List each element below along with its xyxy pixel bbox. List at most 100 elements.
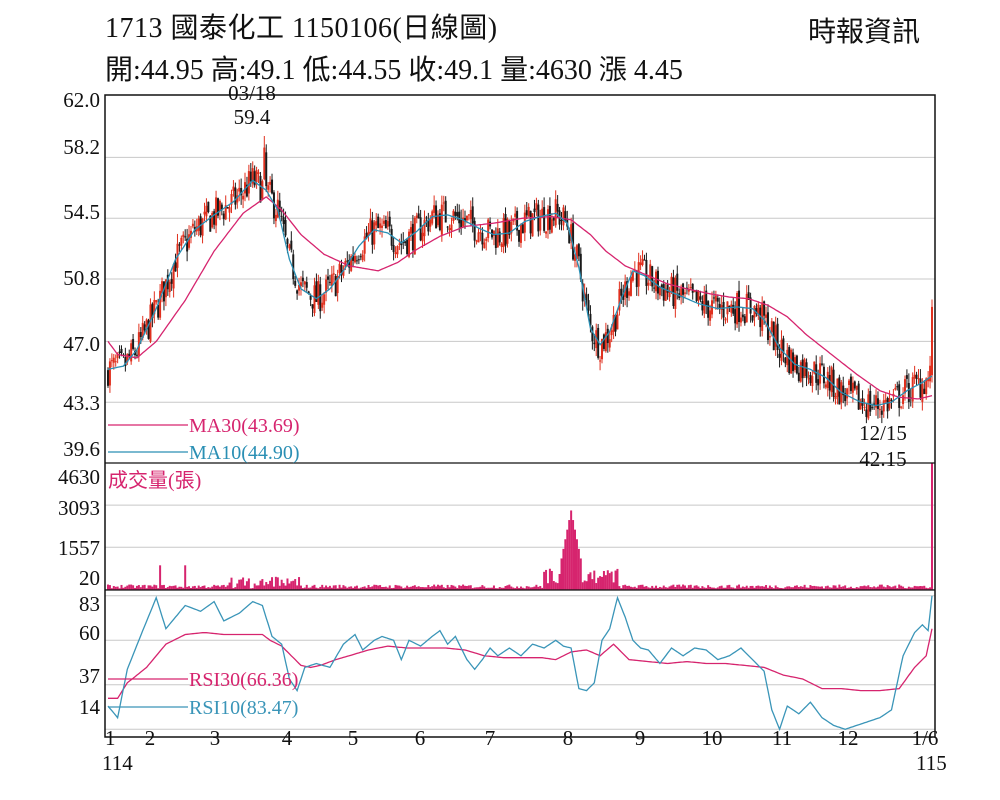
- candle-body: [166, 274, 169, 290]
- volume-bar: [631, 587, 634, 590]
- candle-body: [761, 302, 764, 331]
- volume-bar: [431, 586, 434, 590]
- candle-body: [618, 289, 621, 311]
- volume-bar: [402, 588, 405, 590]
- volume-bar: [409, 586, 412, 590]
- candle-body: [346, 260, 349, 262]
- volume-bar: [218, 586, 221, 590]
- volume-bar: [913, 585, 916, 590]
- candle-body: [388, 216, 391, 227]
- candle-body: [568, 229, 571, 244]
- source-label: 時報資訊: [808, 17, 921, 48]
- rsi-tick: 14: [79, 695, 101, 719]
- volume-bar: [485, 587, 488, 590]
- candle-body: [807, 378, 810, 380]
- volume-bar: [294, 579, 297, 590]
- volume-bar: [676, 584, 679, 590]
- volume-bar: [662, 585, 665, 590]
- candle-body: [143, 324, 146, 331]
- candle-body: [359, 256, 362, 258]
- volume-bar: [751, 585, 754, 590]
- candle-body: [417, 213, 420, 219]
- volume-bar: [795, 585, 798, 590]
- volume-bar: [473, 587, 476, 590]
- volume-bar: [292, 580, 295, 590]
- candle-body: [400, 242, 403, 246]
- x-tick-label: 11: [772, 726, 792, 750]
- volume-bar: [558, 574, 561, 590]
- candle-body: [435, 205, 438, 229]
- volume-bar: [296, 585, 299, 590]
- volume-bar: [849, 586, 852, 590]
- candle-body: [772, 321, 775, 351]
- candle-body: [656, 270, 659, 294]
- candle-body: [269, 181, 272, 185]
- candle-body: [220, 204, 223, 210]
- candle-body: [487, 219, 490, 239]
- candle-body: [724, 318, 727, 321]
- volume-bar: [494, 588, 497, 590]
- candle-body: [865, 409, 868, 417]
- candle-body: [768, 336, 771, 338]
- volume-bar: [265, 582, 268, 590]
- candle-body: [292, 254, 295, 280]
- volume-bar: [728, 584, 731, 590]
- volume-bar: [876, 586, 879, 590]
- candle-body: [423, 219, 426, 237]
- volume-bar: [903, 588, 906, 590]
- volume-bar: [263, 585, 266, 590]
- candle-body: [309, 295, 312, 300]
- candle-body: [398, 243, 401, 245]
- volume-bar: [533, 586, 536, 590]
- volume-bar: [709, 586, 712, 590]
- candle-body: [271, 179, 274, 194]
- rsi-tick: 37: [79, 664, 100, 688]
- candle-body: [251, 168, 254, 184]
- candle-body: [242, 195, 245, 200]
- candle-body: [890, 399, 893, 401]
- candle-body: [508, 221, 511, 235]
- volume-bar: [670, 585, 673, 590]
- candle-body: [531, 213, 534, 237]
- volume-bar: [875, 587, 878, 590]
- candle-body: [502, 218, 505, 248]
- volume-bar: [419, 587, 422, 590]
- candle-body: [433, 205, 436, 213]
- volume-bar: [328, 585, 331, 590]
- candle-body: [462, 217, 465, 227]
- candle-body: [697, 291, 700, 301]
- volume-bar: [157, 588, 160, 590]
- volume-bar: [848, 587, 851, 590]
- volume-bar: [826, 585, 829, 590]
- x-tick-label: 1: [105, 726, 116, 750]
- candle-body: [255, 170, 258, 183]
- volume-bar: [579, 558, 582, 590]
- volume-bar: [413, 585, 416, 590]
- volume-bar: [680, 586, 683, 590]
- volume-bar: [896, 588, 899, 590]
- volume-bar: [701, 586, 704, 590]
- candle-body: [382, 220, 385, 224]
- candle-body: [384, 220, 387, 229]
- candle-body: [247, 171, 250, 194]
- volume-tick: 3093: [58, 496, 100, 520]
- candle-body: [572, 223, 575, 260]
- candle-body: [631, 272, 634, 281]
- candle-body: [157, 304, 160, 318]
- volume-bar: [166, 587, 169, 590]
- candle-body: [116, 353, 119, 359]
- candle-body: [352, 254, 355, 261]
- candle-body: [369, 218, 372, 234]
- candle-body: [188, 234, 191, 248]
- price-tick: 50.8: [63, 266, 100, 290]
- candle-body: [730, 304, 733, 313]
- candle-body: [440, 204, 443, 235]
- candle-body: [510, 221, 513, 234]
- candle-body: [593, 342, 596, 345]
- volume-bar: [406, 585, 409, 590]
- candle-body: [900, 406, 903, 408]
- candle-body: [446, 226, 449, 228]
- volume-bar: [467, 585, 470, 590]
- volume-bar: [562, 548, 565, 590]
- volume-bar: [799, 586, 802, 590]
